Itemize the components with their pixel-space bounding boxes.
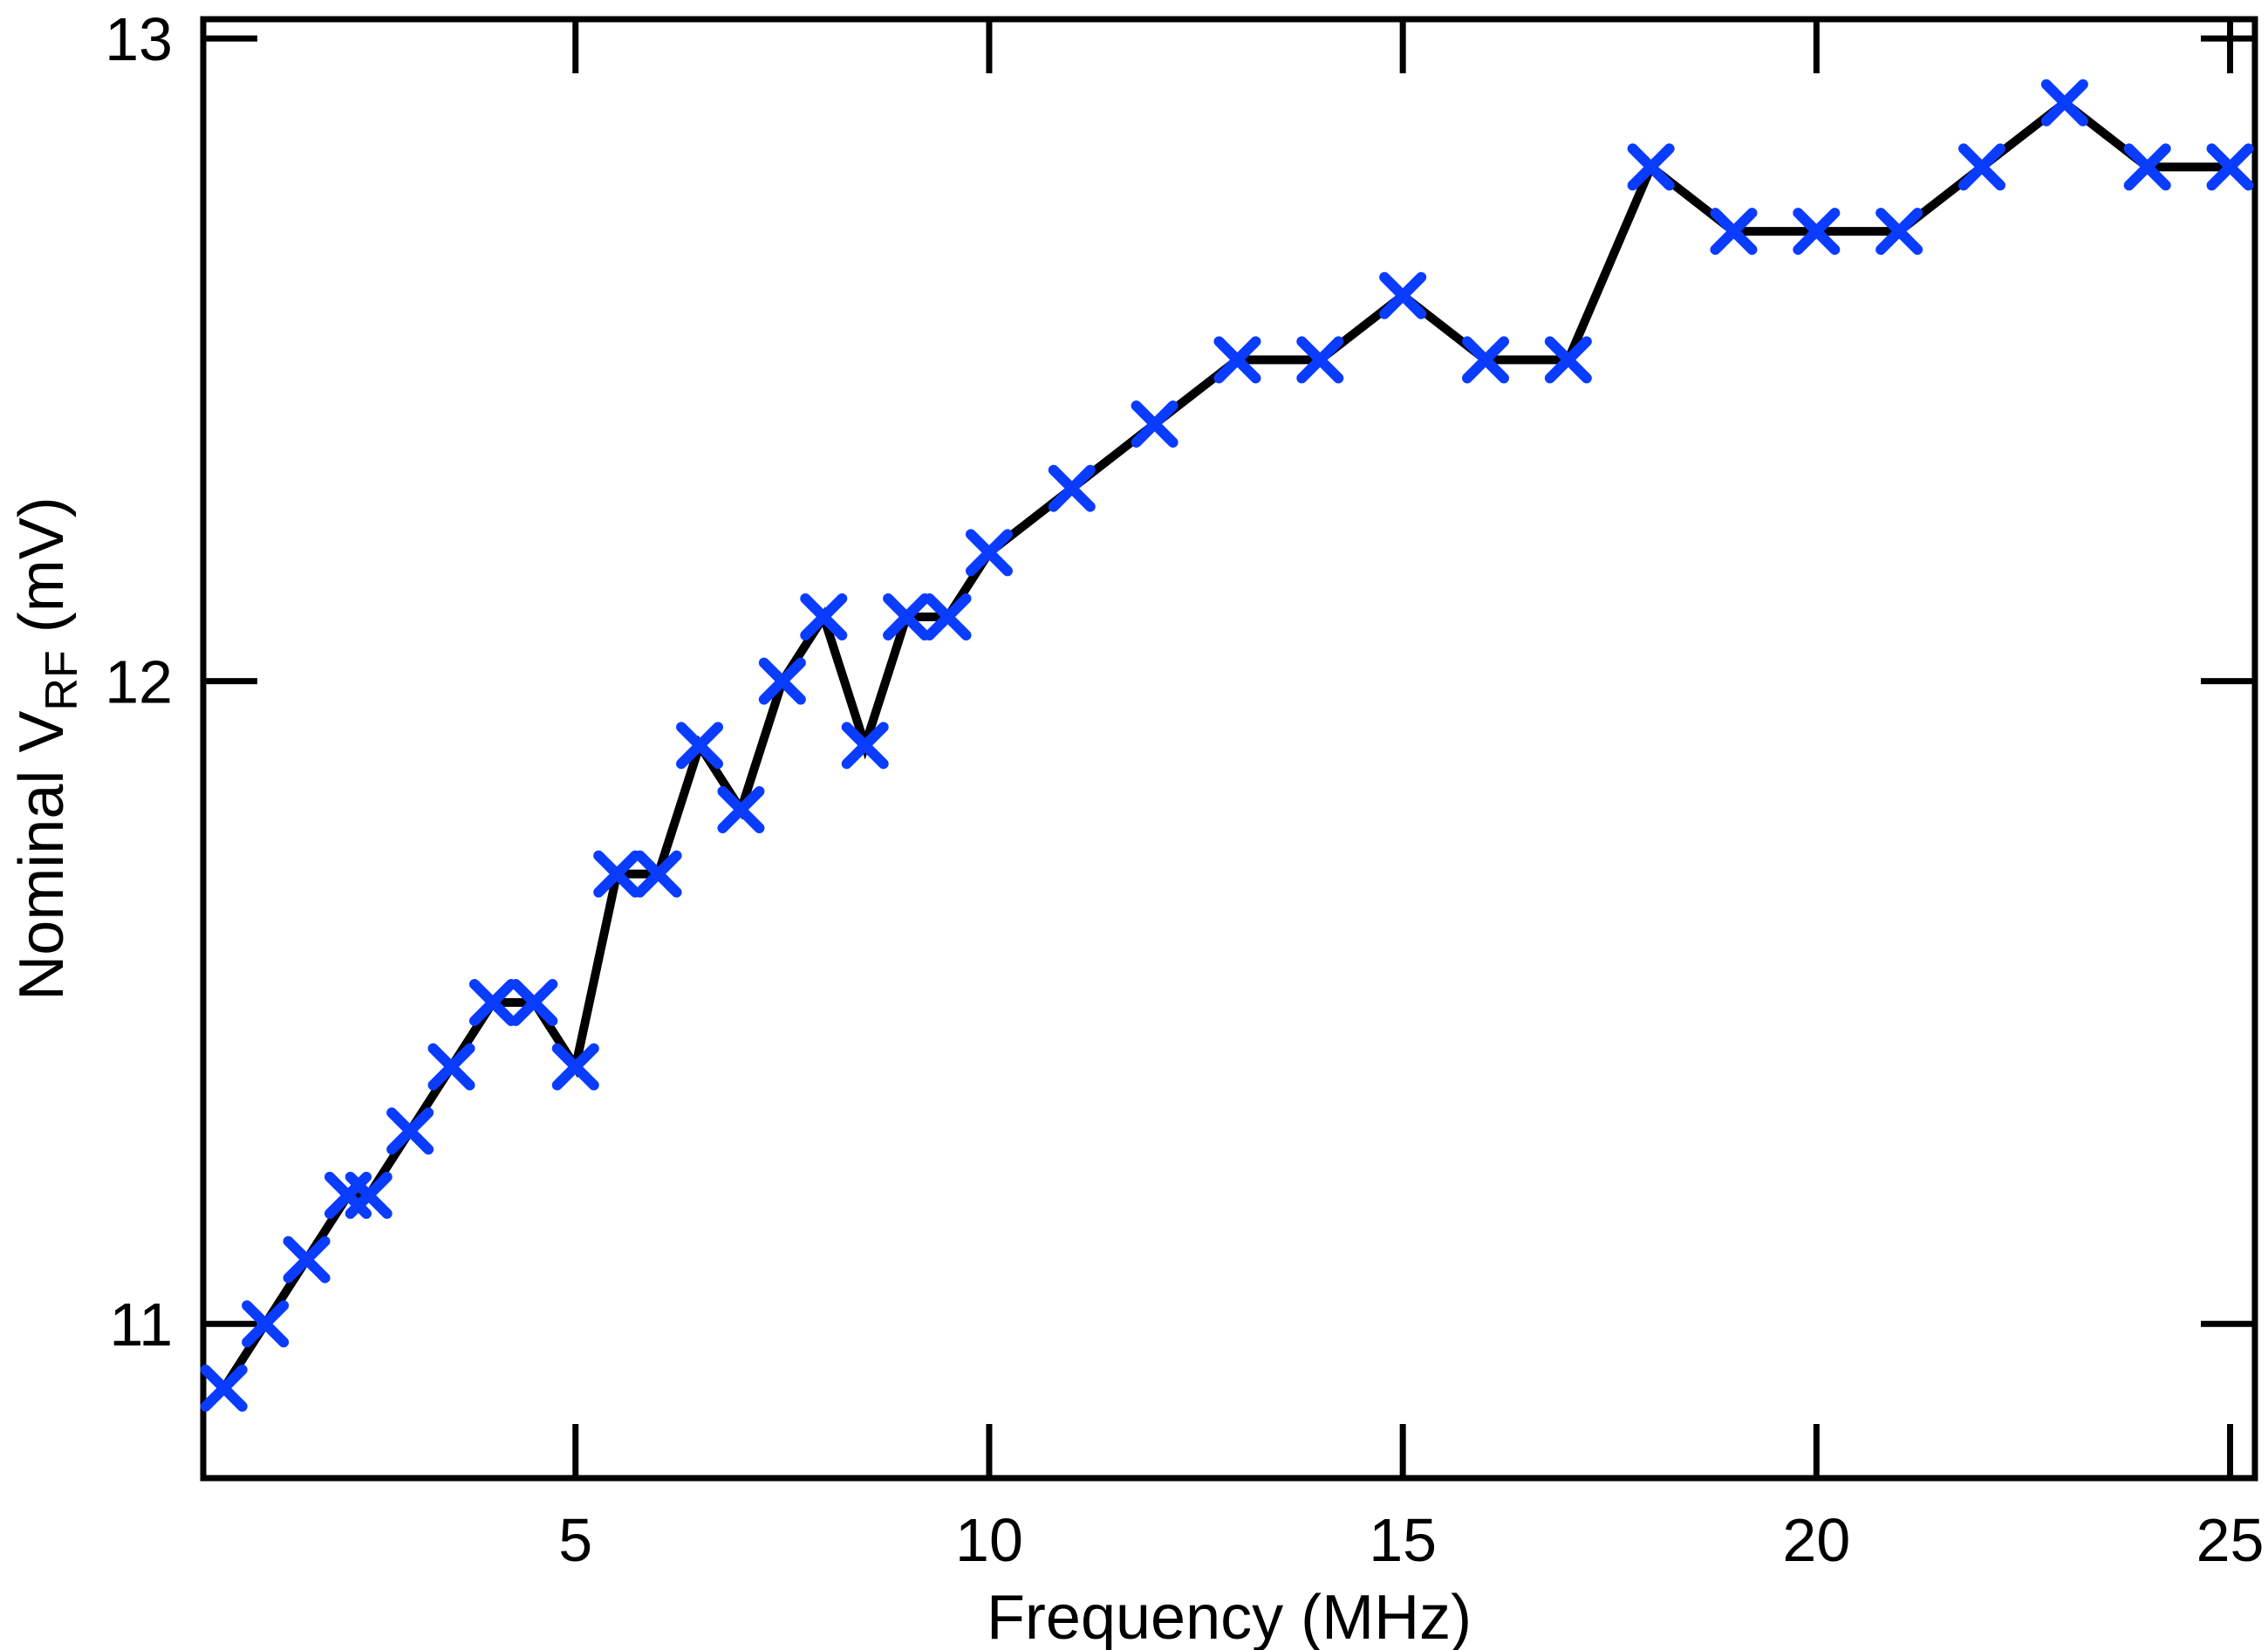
data-point-marker (551, 1043, 599, 1091)
data-point-marker (200, 1364, 248, 1412)
data-point-marker (283, 1236, 331, 1284)
data-point-marker (1296, 336, 1344, 384)
data-point-marker (1544, 336, 1592, 384)
data-point-marker (2040, 79, 2088, 127)
data-point-marker (468, 978, 516, 1026)
data-point-marker (1213, 336, 1261, 384)
data-point-marker (924, 593, 972, 641)
data-point-marker (800, 593, 848, 641)
plot-frame (200, 16, 2258, 1482)
data-point-marker (510, 978, 558, 1026)
data-point-marker (345, 1171, 393, 1219)
series-line (220, 97, 2230, 1391)
data-point-marker (717, 785, 765, 833)
data-markers (200, 79, 2254, 1412)
data-point-marker (1131, 401, 1178, 448)
data-point-marker (1627, 143, 1675, 191)
y-tick-label: 12 (105, 648, 173, 716)
x-tick-label: 10 (955, 1506, 1023, 1574)
data-point-marker (676, 722, 724, 770)
data-point-marker (242, 1300, 290, 1348)
data-point-marker (427, 1043, 475, 1091)
data-point-marker (965, 529, 1013, 577)
x-tick-label: 20 (1782, 1506, 1850, 1574)
x-axis-label: Frequency (MHz) (987, 1583, 1472, 1650)
data-point-marker (2206, 143, 2254, 191)
y-tick-label: 11 (109, 1291, 173, 1359)
data-point-marker (634, 850, 682, 898)
x-tick-label: 25 (2196, 1506, 2265, 1574)
data-point-marker (1710, 208, 1758, 256)
data-point-marker (758, 657, 806, 705)
data-point-marker (841, 722, 889, 770)
data-point-marker (1048, 464, 1096, 512)
y-axis-label-suffix: (mV) (7, 496, 77, 650)
data-point-marker (386, 1107, 434, 1155)
axis-ticks (203, 19, 2255, 1478)
data-point-marker (883, 593, 931, 641)
data-point-marker (1462, 336, 1509, 384)
data-point-marker (1793, 208, 1841, 256)
data-point-marker (593, 850, 641, 898)
tick-labels: 5 10 15 20 25 11 12 13 (105, 5, 2264, 1574)
y-axis-label-prefix: Nominal V (7, 711, 77, 1001)
data-point-marker (1958, 143, 2006, 191)
data-point-marker (1379, 271, 1427, 319)
data-point-marker (2123, 143, 2171, 191)
y-tick-label: 13 (105, 5, 173, 73)
y-axis-label: Nominal VRF (mV) (7, 496, 87, 1000)
data-point-marker (1875, 208, 1923, 256)
y-axis-label-subscript: RF (37, 650, 87, 710)
x-tick-label: 15 (1369, 1506, 1437, 1574)
x-tick-label: 5 (558, 1506, 592, 1574)
